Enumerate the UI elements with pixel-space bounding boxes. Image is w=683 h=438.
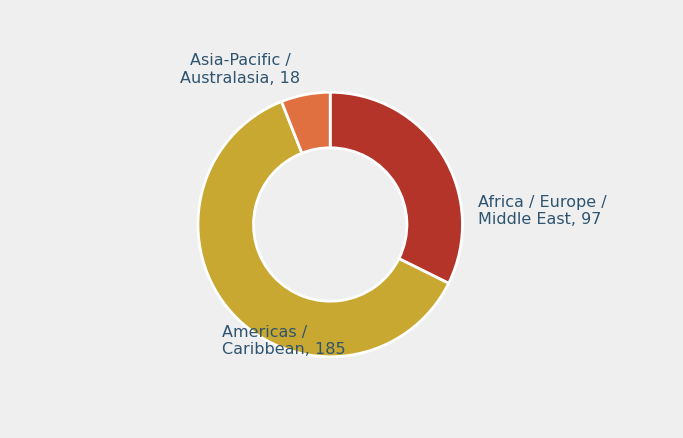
Wedge shape xyxy=(281,92,330,153)
Wedge shape xyxy=(330,92,462,283)
Text: Asia-Pacific /
Australasia, 18: Asia-Pacific / Australasia, 18 xyxy=(180,53,301,85)
Text: Africa / Europe /
Middle East, 97: Africa / Europe / Middle East, 97 xyxy=(478,195,607,227)
Text: Americas /
Caribbean, 185: Americas / Caribbean, 185 xyxy=(222,325,346,357)
Wedge shape xyxy=(198,102,449,357)
